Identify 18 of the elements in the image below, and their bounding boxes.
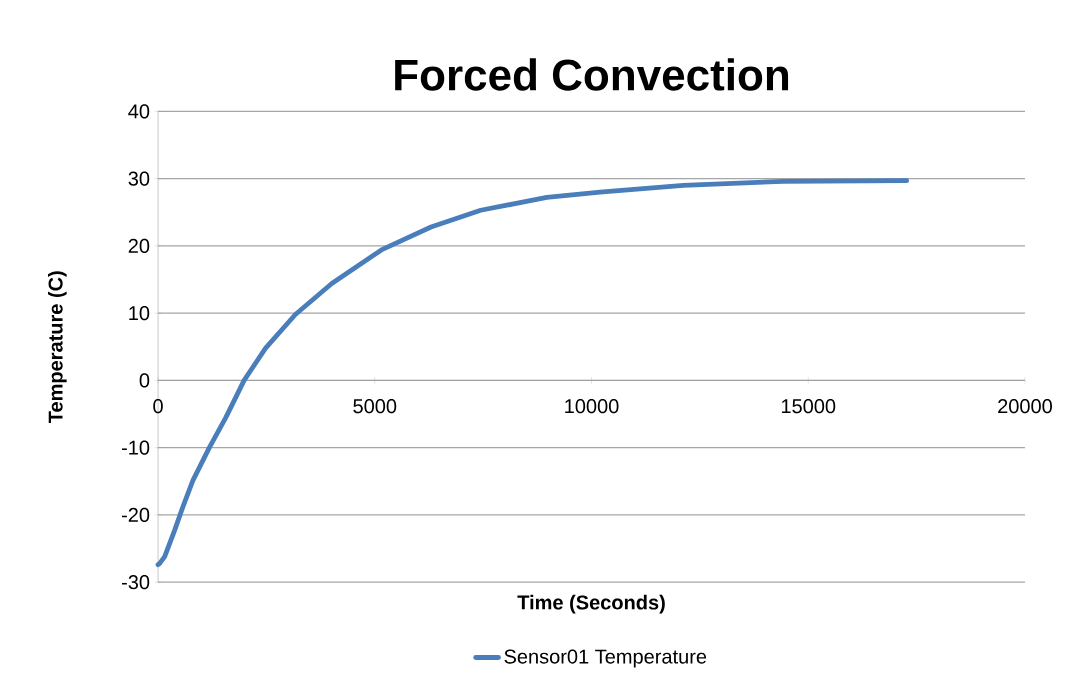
y-tick-label: -20 [121, 507, 150, 522]
x-tick-label: 5000 [353, 399, 397, 414]
x-tick-label: 15000 [781, 399, 836, 414]
legend-label: Sensor01 Temperature [504, 649, 707, 668]
x-tick-label: 0 [153, 399, 163, 414]
x-tick-label: 10000 [565, 399, 619, 414]
y-tick-label: 10 [129, 305, 150, 321]
x-tick-label: 20000 [998, 399, 1052, 414]
y-tick-label: 0 [139, 373, 150, 388]
x-axis-title: Time (Seconds) [517, 594, 665, 614]
y-tick-label: -10 [121, 440, 150, 455]
y-tick-label: -30 [121, 574, 150, 590]
chart-title: Forced Convection [395, 58, 789, 91]
y-tick-label: 40 [128, 104, 150, 119]
y-axis-title: Temperature (C) [48, 271, 67, 423]
line-series [155, 178, 910, 567]
y-tick-label: 20 [128, 238, 150, 253]
y-tick-label: 30 [128, 171, 150, 186]
